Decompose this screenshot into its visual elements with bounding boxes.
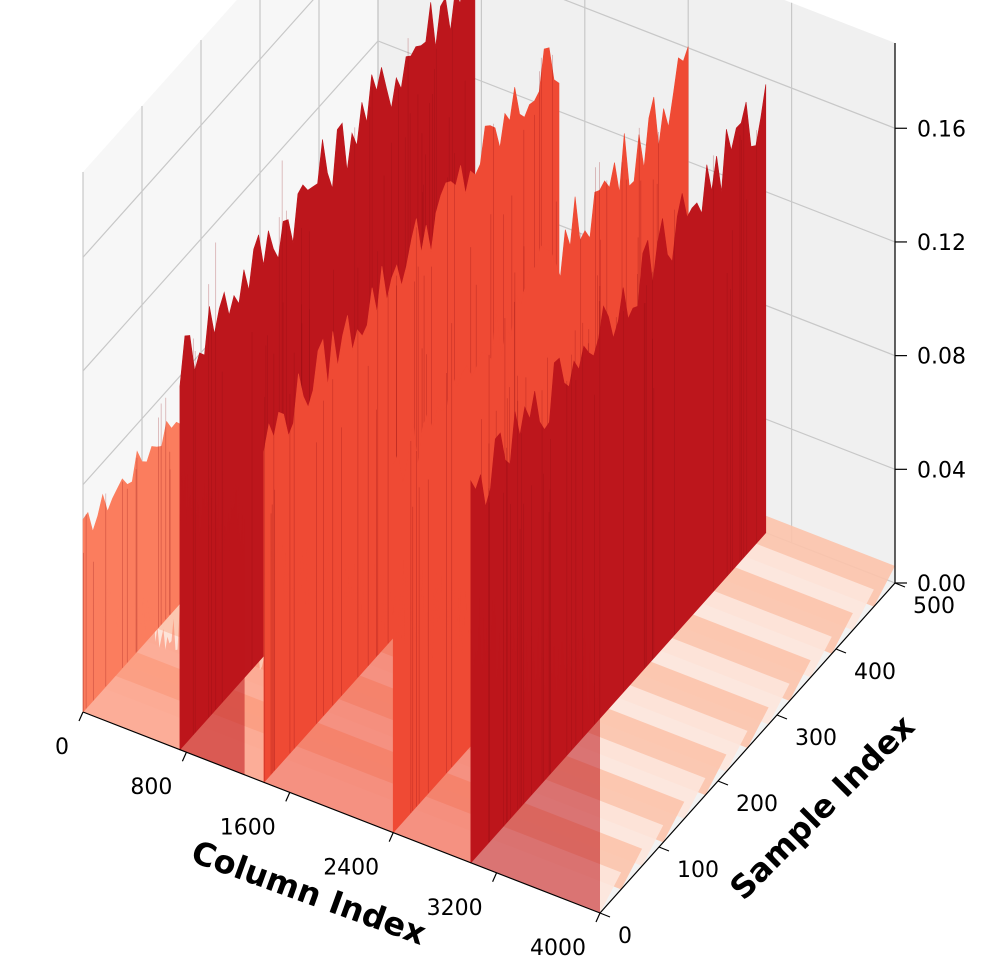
- block-side: [179, 0, 476, 751]
- z-tick-label: 0.08: [917, 345, 966, 370]
- y-tick-label: 200: [736, 792, 778, 817]
- y-tick-mark: [894, 582, 906, 588]
- y-axis-line: [599, 582, 896, 914]
- y-tick-label: 0: [618, 924, 632, 949]
- x-tick-mark: [595, 912, 601, 923]
- block-front: [263, 526, 394, 833]
- block-side: [470, 84, 767, 864]
- y-axis-ticks: 0 100 200 300 400 500: [599, 582, 955, 949]
- x-tick-mark: [181, 751, 187, 762]
- block-side: [263, 47, 560, 784]
- block-front: [393, 559, 471, 863]
- x-tick-mark: [388, 832, 394, 842]
- data-blocks: [82, 0, 895, 913]
- z-tick-label: 0.16: [917, 117, 966, 142]
- y-tick-label: 100: [677, 858, 719, 883]
- x-tick-mark: [78, 711, 84, 722]
- x-tick-label: 0: [55, 735, 69, 760]
- y-tick-mark: [835, 648, 847, 654]
- block-front: [470, 594, 600, 913]
- x-tick-label: 4000: [530, 936, 586, 961]
- axis-lines: [82, 43, 896, 914]
- y-tick-mark: [599, 912, 611, 918]
- x-axis-line: [82, 711, 601, 914]
- y-tick-label: 500: [913, 594, 955, 619]
- z-tick-label: 0.00: [917, 572, 966, 597]
- y-tick-label: 400: [854, 660, 896, 685]
- y-tick-label: 300: [795, 726, 837, 751]
- z-axis-ticks: 0.00 0.04 0.08 0.12 0.16: [895, 117, 966, 597]
- x-axis-label: Column Index: [186, 833, 431, 953]
- x-tick-mark: [492, 872, 498, 883]
- x-axis-ticks: 0 800 1600 2400 3200 4000: [55, 711, 601, 961]
- y-tick-mark: [776, 714, 788, 720]
- z-tick-label: 0.04: [917, 458, 966, 483]
- x-tick-label: 2400: [323, 856, 379, 881]
- y-tick-mark: [658, 846, 670, 852]
- x-tick-label: 1600: [220, 815, 276, 840]
- x-tick-label: 3200: [427, 896, 483, 921]
- block-front: [179, 459, 245, 775]
- grid-line: [82, 0, 896, 258]
- y-tick-mark: [717, 780, 729, 786]
- z-tick-label: 0.12: [917, 231, 966, 256]
- x-tick-mark: [285, 792, 291, 802]
- x-tick-label: 800: [130, 775, 172, 800]
